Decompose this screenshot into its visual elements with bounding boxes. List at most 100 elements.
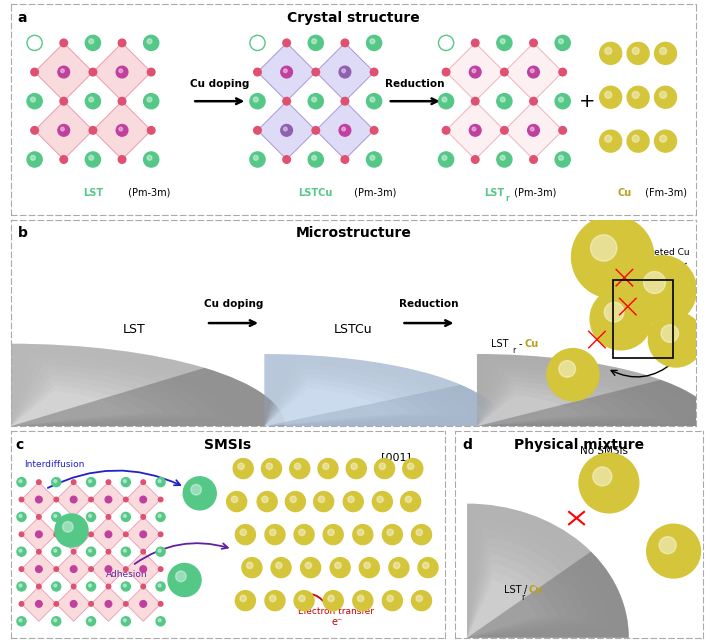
Ellipse shape bbox=[105, 531, 112, 538]
Ellipse shape bbox=[366, 35, 382, 51]
Ellipse shape bbox=[86, 582, 95, 591]
Text: -: - bbox=[518, 338, 522, 349]
Ellipse shape bbox=[191, 485, 201, 495]
Wedge shape bbox=[264, 369, 456, 426]
Text: b: b bbox=[18, 226, 28, 240]
Text: Sub-3 nm: Sub-3 nm bbox=[591, 228, 635, 237]
Text: LST: LST bbox=[491, 338, 508, 349]
Wedge shape bbox=[11, 380, 164, 426]
Ellipse shape bbox=[442, 155, 447, 160]
Ellipse shape bbox=[147, 155, 152, 160]
Text: (Fm-3m): (Fm-3m) bbox=[641, 188, 686, 198]
Ellipse shape bbox=[346, 458, 366, 479]
Ellipse shape bbox=[660, 47, 667, 54]
Ellipse shape bbox=[52, 582, 61, 591]
Ellipse shape bbox=[335, 562, 341, 569]
Wedge shape bbox=[477, 358, 702, 426]
Ellipse shape bbox=[559, 155, 563, 160]
Ellipse shape bbox=[271, 558, 291, 578]
Ellipse shape bbox=[423, 562, 429, 569]
Ellipse shape bbox=[227, 492, 247, 512]
Ellipse shape bbox=[308, 35, 323, 51]
Polygon shape bbox=[21, 482, 57, 517]
Ellipse shape bbox=[312, 68, 320, 76]
Ellipse shape bbox=[71, 601, 77, 607]
Text: LSTCu: LSTCu bbox=[334, 323, 373, 336]
Text: Reduction: Reduction bbox=[399, 299, 459, 308]
Ellipse shape bbox=[351, 463, 357, 470]
Ellipse shape bbox=[265, 524, 285, 545]
Ellipse shape bbox=[144, 152, 159, 167]
Ellipse shape bbox=[54, 619, 57, 622]
Text: r: r bbox=[512, 346, 515, 355]
Ellipse shape bbox=[382, 524, 402, 545]
Polygon shape bbox=[126, 587, 160, 621]
Ellipse shape bbox=[158, 515, 161, 517]
Ellipse shape bbox=[604, 303, 624, 322]
Ellipse shape bbox=[555, 94, 571, 109]
Ellipse shape bbox=[353, 590, 373, 611]
Ellipse shape bbox=[559, 361, 575, 378]
Ellipse shape bbox=[559, 97, 563, 102]
Ellipse shape bbox=[86, 547, 95, 556]
Polygon shape bbox=[504, 43, 563, 101]
Wedge shape bbox=[11, 368, 285, 426]
Ellipse shape bbox=[341, 69, 346, 72]
Ellipse shape bbox=[35, 601, 42, 607]
Ellipse shape bbox=[382, 590, 402, 611]
Ellipse shape bbox=[89, 567, 93, 571]
Ellipse shape bbox=[648, 312, 703, 367]
Ellipse shape bbox=[294, 590, 314, 611]
Text: LST: LST bbox=[484, 188, 504, 198]
Wedge shape bbox=[264, 364, 472, 426]
Ellipse shape bbox=[105, 496, 112, 503]
Ellipse shape bbox=[86, 152, 100, 167]
Ellipse shape bbox=[119, 127, 122, 131]
Ellipse shape bbox=[250, 94, 265, 109]
Ellipse shape bbox=[286, 492, 305, 512]
Ellipse shape bbox=[401, 492, 421, 512]
Text: No SMSIs: No SMSIs bbox=[580, 446, 628, 456]
Ellipse shape bbox=[359, 558, 380, 578]
Text: LST: LST bbox=[83, 188, 103, 198]
Ellipse shape bbox=[298, 595, 305, 602]
Ellipse shape bbox=[322, 463, 329, 470]
Ellipse shape bbox=[147, 97, 152, 102]
Polygon shape bbox=[446, 101, 504, 160]
Ellipse shape bbox=[158, 567, 163, 571]
Ellipse shape bbox=[253, 97, 258, 102]
Polygon shape bbox=[126, 482, 160, 517]
Wedge shape bbox=[11, 359, 234, 426]
Ellipse shape bbox=[238, 463, 244, 470]
Ellipse shape bbox=[323, 590, 343, 611]
Ellipse shape bbox=[530, 39, 537, 47]
Polygon shape bbox=[57, 587, 91, 621]
Ellipse shape bbox=[89, 97, 93, 102]
Ellipse shape bbox=[124, 549, 127, 552]
Wedge shape bbox=[467, 571, 547, 638]
Ellipse shape bbox=[52, 512, 61, 521]
Ellipse shape bbox=[318, 458, 338, 479]
Ellipse shape bbox=[19, 497, 24, 502]
Ellipse shape bbox=[379, 463, 385, 470]
Ellipse shape bbox=[60, 97, 68, 105]
Ellipse shape bbox=[604, 91, 612, 98]
Ellipse shape bbox=[501, 39, 505, 44]
Ellipse shape bbox=[308, 94, 323, 109]
Ellipse shape bbox=[405, 496, 411, 503]
Text: Cu: Cu bbox=[617, 188, 631, 198]
Ellipse shape bbox=[370, 126, 378, 134]
Ellipse shape bbox=[358, 595, 364, 602]
Ellipse shape bbox=[19, 602, 24, 606]
Polygon shape bbox=[504, 101, 563, 160]
Ellipse shape bbox=[54, 515, 57, 517]
Ellipse shape bbox=[530, 156, 537, 163]
Text: [001]: [001] bbox=[381, 452, 411, 462]
Ellipse shape bbox=[370, 155, 375, 160]
Wedge shape bbox=[467, 504, 629, 638]
Ellipse shape bbox=[235, 524, 255, 545]
Ellipse shape bbox=[348, 496, 354, 503]
Ellipse shape bbox=[158, 497, 163, 502]
Ellipse shape bbox=[71, 566, 77, 572]
Ellipse shape bbox=[472, 97, 479, 105]
